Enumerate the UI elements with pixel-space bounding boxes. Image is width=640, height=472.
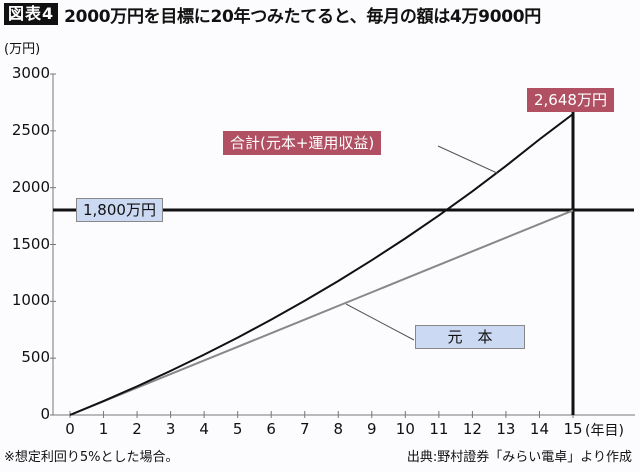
y-tick-label: 2000 xyxy=(11,177,50,196)
x-tick-label: 8 xyxy=(333,420,344,438)
y-tick-label: 1000 xyxy=(11,291,50,310)
total-series-line xyxy=(69,113,574,416)
x-tick-label: 1 xyxy=(98,420,109,438)
principal-series-label: 元 本 xyxy=(415,325,525,349)
principal-series-line xyxy=(69,209,574,416)
x-tick-label: 9 xyxy=(367,420,377,438)
y-tick-label: 3000 xyxy=(11,64,50,82)
y-tick-label: 0 xyxy=(40,405,50,423)
y-tick-label: 500 xyxy=(21,348,50,367)
x-tick-label: 10 xyxy=(395,420,415,438)
x-tick-label: 14 xyxy=(529,420,549,438)
x-tick-label: 12 xyxy=(462,420,482,438)
chart-title: 2000万円を目標に20年つみたてると、毎月の額は4万9000円 xyxy=(64,6,541,27)
x-tick-label: 2 xyxy=(132,420,142,438)
x-tick-label: 4 xyxy=(199,420,209,438)
figure-tag: 図表4 xyxy=(4,3,59,25)
x-tick-label: 15 xyxy=(563,420,583,438)
x-tick-label: 5 xyxy=(232,420,243,438)
footnote: ※想定利回り5%とした場合。 xyxy=(4,450,179,465)
total-series-label: 合計(元本+運用収益) xyxy=(223,131,382,155)
source-credit: 出典:野村證券「みらい電卓」より作成 xyxy=(406,450,632,465)
x-tick-label: 0 xyxy=(65,420,75,438)
total-leader-line xyxy=(437,145,498,174)
x-tick-label: 13 xyxy=(496,420,516,438)
y-tick-label: 1500 xyxy=(11,234,50,253)
principal-leader-line xyxy=(345,303,415,341)
final-total-label: 2,648万円 xyxy=(527,88,614,112)
x-tick-label: 3 xyxy=(165,420,176,438)
y-axis-unit: (万円) xyxy=(4,42,41,57)
title-row: 図表4 2000万円を目標に20年つみたてると、毎月の額は4万9000円 xyxy=(4,2,541,27)
y-tick-label: 2500 xyxy=(11,120,50,139)
x-tick-label: 7 xyxy=(299,420,310,438)
target-1800-label: 1,800万円 xyxy=(76,198,163,222)
x-tick-label: 11 xyxy=(429,420,449,438)
x-tick-label: 6 xyxy=(266,420,276,438)
x-axis-unit: (年目) xyxy=(585,423,624,439)
